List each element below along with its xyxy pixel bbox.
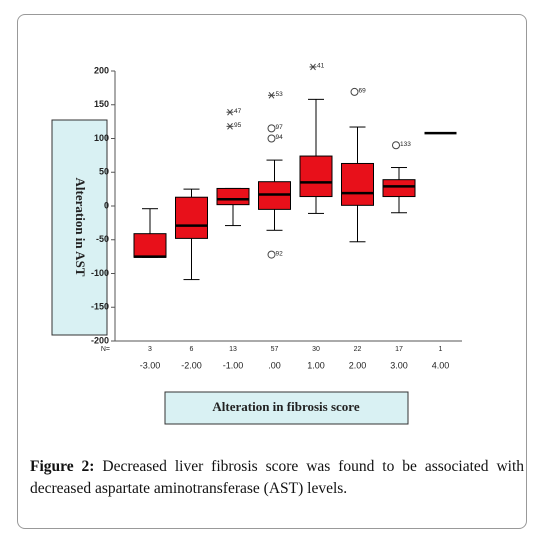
x-label-box (164, 391, 409, 425)
outlier-label: 92 (276, 250, 284, 257)
y-tick-label: -150 (91, 302, 109, 312)
box (341, 162, 374, 206)
outlier-label: 97 (276, 124, 284, 131)
outlier-label: 41 (317, 63, 325, 70)
outlier-label: 95 (234, 122, 242, 129)
n-count: 17 (395, 346, 403, 353)
outlier (267, 124, 276, 133)
outlier (268, 91, 275, 99)
n-label: N= (101, 346, 110, 353)
y-axis-label: Alteration in AST (73, 178, 88, 277)
outlier-label: 133 (400, 141, 411, 148)
caption-label: Figure 2: (30, 458, 95, 475)
asterisk-stroke (310, 63, 316, 71)
y-tick-label: 50 (99, 167, 109, 177)
y-tick-label: -50 (96, 234, 109, 244)
outlier (309, 63, 317, 71)
x-axis-label: Alteration in fibrosis score (212, 399, 359, 414)
outlier (226, 123, 234, 130)
outlier (350, 87, 359, 96)
outlier (267, 134, 276, 143)
outlier (267, 250, 276, 259)
outlier-label: 94 (276, 134, 284, 141)
outlier-label: 53 (276, 91, 284, 98)
asterisk-stroke (227, 123, 233, 130)
y-tick-label: 200 (94, 65, 109, 75)
x-tick-label: 4.00 (432, 360, 450, 370)
box (382, 179, 416, 198)
y-tick-label: 150 (94, 99, 109, 109)
y-tick-label: 0 (104, 200, 109, 210)
box (299, 155, 333, 198)
n-count: 3 (148, 346, 152, 353)
x-tick-label: 3.00 (390, 360, 408, 370)
n-count: 22 (354, 346, 362, 353)
box (216, 187, 250, 206)
chart: Alteration in AST Alteration in fibrosis… (51, 63, 462, 425)
outlier-label: 47 (234, 108, 242, 115)
caption-text: Decreased liver fibrosis score was found… (30, 458, 524, 497)
asterisk-stroke (227, 108, 233, 116)
x-tick-label: -1.00 (223, 360, 244, 370)
caption: Figure 2: Decreased liver fibrosis score… (30, 456, 524, 500)
x-tick-label: 2.00 (349, 360, 367, 370)
n-count: 6 (190, 346, 194, 353)
y-tick-label: -200 (91, 335, 109, 345)
box (175, 196, 208, 239)
n-count: 57 (271, 346, 279, 353)
y-label-box (51, 119, 108, 336)
outlier (226, 108, 234, 116)
figure-frame (17, 14, 527, 529)
outlier-label: 69 (359, 88, 367, 95)
box (133, 233, 167, 258)
n-count: 30 (312, 346, 320, 353)
outlier (392, 141, 400, 150)
asterisk-stroke (268, 91, 275, 99)
n-count: 13 (229, 346, 237, 353)
x-tick-label: -3.00 (140, 360, 161, 370)
x-tick-label: .00 (268, 360, 281, 370)
y-tick-label: 100 (94, 133, 109, 143)
y-tick-label: -100 (91, 268, 109, 278)
x-tick-label: 1.00 (307, 360, 325, 370)
x-tick-label: -2.00 (181, 360, 202, 370)
n-count: 1 (439, 346, 443, 353)
